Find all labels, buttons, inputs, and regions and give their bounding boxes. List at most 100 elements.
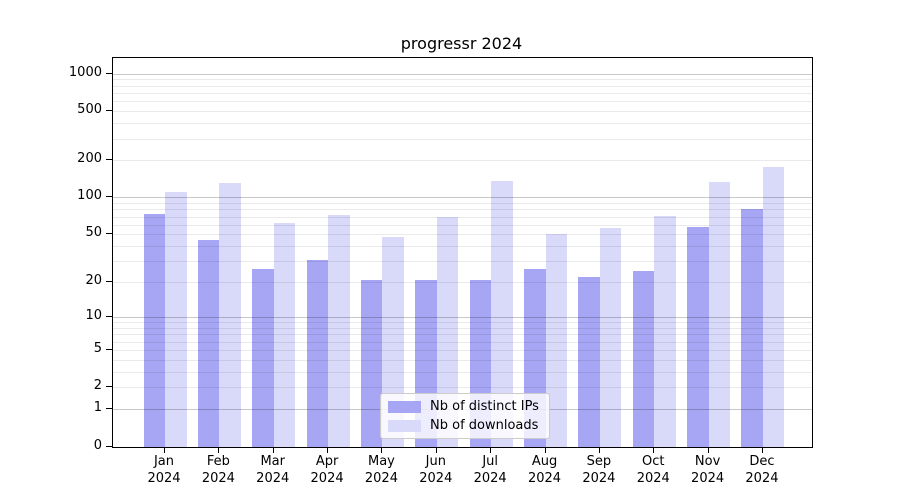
bar-distinct-ips-oct: [632, 270, 655, 447]
legend-label-distinct-ips: Nb of distinct IPs: [430, 399, 539, 414]
x-tick-jan: [164, 447, 165, 453]
x-tick-label-jul: Jul 2024: [473, 454, 507, 486]
x-tick-feb: [218, 447, 220, 453]
gridline-500: [113, 111, 812, 112]
y-tick-100: [106, 196, 112, 198]
y-tick-label-10: 10: [85, 308, 102, 324]
y-tick-label-1000: 1000: [68, 64, 102, 80]
bar-distinct-ips-jan: [143, 214, 165, 447]
x-tick-mar: [272, 447, 274, 453]
x-tick-may: [381, 447, 383, 453]
x-tick-label-aug: Aug 2024: [527, 454, 562, 486]
legend-row-downloads: Nb of downloads: [388, 418, 539, 433]
x-tick-nov: [707, 447, 709, 453]
y-tick-1000: [106, 72, 112, 74]
gridline-100: [113, 197, 812, 199]
y-tick-label-500: 500: [77, 102, 102, 117]
x-tick-sep: [598, 447, 600, 453]
y-tick-label-50: 50: [85, 225, 102, 241]
bar-distinct-ips-apr: [306, 259, 329, 447]
x-tick-label-dec: Dec 2024: [745, 454, 779, 486]
x-tick-label-may: May 2024: [364, 454, 398, 486]
gridline-700: [113, 92, 812, 94]
gridline-8: [113, 328, 812, 330]
y-tick-2: [106, 386, 112, 388]
bar-distinct-ips-sep: [578, 277, 600, 447]
legend-swatch-downloads: [388, 419, 421, 432]
x-tick-label-jan: Jan 2024: [147, 454, 181, 486]
bar-downloads-oct: [654, 215, 676, 447]
x-tick-label-apr: Apr 2024: [310, 454, 344, 486]
y-tick-20: [106, 281, 112, 283]
gridline-200: [113, 160, 812, 162]
gridline-10: [113, 317, 812, 319]
gridline-60: [113, 224, 812, 226]
gridline-20: [113, 282, 812, 284]
gridline-2: [113, 387, 812, 389]
gridline-6: [113, 341, 812, 343]
bar-downloads-jan: [165, 192, 187, 447]
gridline-70: [113, 216, 812, 218]
gridline-4: [113, 359, 812, 361]
gridline-80: [113, 209, 812, 211]
x-tick-label-sep: Sep 2024: [582, 454, 616, 486]
bar-distinct-ips-may: [360, 279, 383, 447]
bar-downloads-mar: [273, 222, 296, 447]
gridline-300: [113, 138, 812, 140]
y-tick-label-0: 0: [93, 437, 102, 453]
bar-downloads-aug: [545, 234, 568, 447]
y-tick-50: [106, 233, 112, 235]
gridline-800: [113, 85, 812, 87]
y-tick-500: [106, 110, 112, 111]
bar-downloads-dec: [762, 167, 785, 447]
gridline-30: [113, 261, 812, 263]
chart-title: progressr 2024: [400, 34, 523, 53]
gridline-1000: [113, 73, 812, 75]
bar-distinct-ips-nov: [687, 226, 709, 447]
gridline-3: [113, 371, 812, 373]
y-tick-5: [106, 348, 112, 350]
y-tick-label-20: 20: [85, 273, 102, 289]
x-tick-aug: [544, 447, 546, 453]
plot-area: Nb of distinct IPs Nb of downloads: [112, 57, 813, 448]
bar-distinct-ips-feb: [197, 239, 220, 447]
y-tick-200: [106, 159, 112, 161]
x-tick-jul: [490, 447, 492, 453]
bar-distinct-ips-dec: [741, 209, 763, 447]
x-tick-oct: [653, 447, 655, 453]
gridline-40: [113, 246, 812, 248]
x-tick-label-jun: Jun 2024: [419, 454, 453, 486]
x-tick-label-oct: Oct 2024: [636, 454, 670, 486]
x-tick-label-feb: Feb 2024: [201, 454, 235, 486]
gridline-50: [113, 234, 812, 236]
bar-distinct-ips-mar: [252, 268, 274, 447]
legend-row-distinct-ips: Nb of distinct IPs: [388, 399, 539, 414]
gridline-400: [113, 123, 812, 125]
y-tick-label-200: 200: [77, 151, 102, 167]
gridline-600: [113, 101, 812, 103]
x-tick-apr: [327, 447, 329, 453]
gridline-9: [113, 322, 812, 324]
bar-downloads-jul: [491, 181, 513, 447]
y-tick-label-5: 5: [93, 340, 102, 356]
y-tick-1: [106, 408, 112, 410]
bar-downloads-feb: [219, 183, 241, 447]
x-tick-label-mar: Mar 2024: [256, 454, 290, 486]
x-tick-dec: [761, 447, 763, 453]
gridline-900: [113, 79, 812, 81]
legend: Nb of distinct IPs Nb of downloads: [380, 393, 550, 439]
legend-label-downloads: Nb of downloads: [430, 418, 539, 433]
y-tick-label-100: 100: [77, 188, 102, 204]
y-tick-label-1: 1: [93, 400, 102, 416]
y-tick-label-2: 2: [93, 378, 102, 394]
bar-downloads-nov: [708, 181, 731, 447]
bar-downloads-jun: [436, 216, 459, 447]
x-tick-jun: [435, 447, 437, 453]
x-tick-label-nov: Nov 2024: [691, 454, 725, 486]
gridline-7: [113, 334, 812, 336]
y-tick-0: [106, 445, 112, 447]
legend-swatch-distinct-ips: [388, 400, 421, 413]
gridline-5: [113, 349, 812, 351]
y-tick-10: [106, 316, 112, 318]
